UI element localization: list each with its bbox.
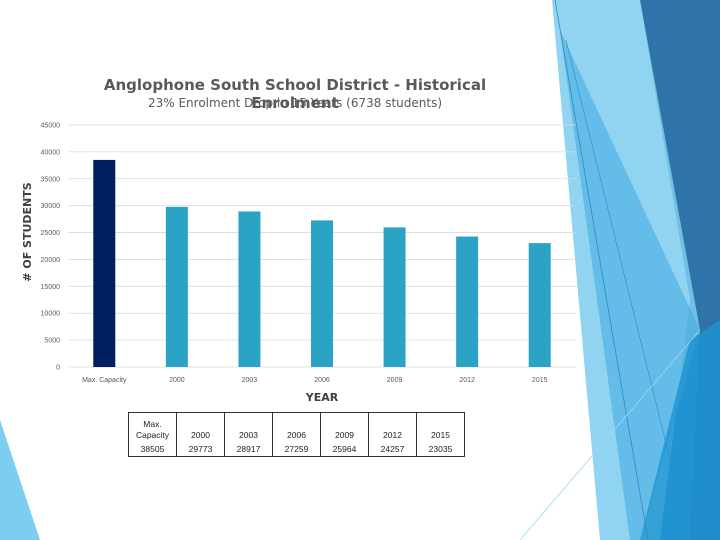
table-value-cell: 25964 xyxy=(320,442,369,457)
decor-shape-bottom-left xyxy=(0,420,40,540)
bar-2009 xyxy=(383,227,406,367)
x-tick-label: 2012 xyxy=(459,377,475,384)
table-header-cell: 2000 xyxy=(176,412,225,442)
table-value-cell: 23035 xyxy=(416,442,465,457)
chart-subtitle: 23% Enrolment Drop in 15 Years (6738 stu… xyxy=(147,96,443,110)
decor-line-1 xyxy=(554,0,649,540)
x-tick-label: 2006 xyxy=(314,377,330,384)
decor-shape-bottom-right xyxy=(640,320,720,540)
bar-2006 xyxy=(311,220,333,367)
y-tick-label: 0 xyxy=(56,365,60,372)
y-tick-label: 20000 xyxy=(41,257,61,264)
table-header-cell: 2006 xyxy=(272,412,321,442)
bar-2012 xyxy=(456,236,479,367)
y-tick-label: 40000 xyxy=(41,149,61,156)
table-value-cell: 28917 xyxy=(224,442,273,457)
table-header-cell: 2012 xyxy=(368,412,417,442)
y-tick-label: 15000 xyxy=(41,284,61,291)
y-tick-label: 25000 xyxy=(41,230,61,237)
chart-title: Anglophone South School District - Histo… xyxy=(103,76,487,112)
y-tick-label: 35000 xyxy=(41,176,61,183)
bars xyxy=(93,159,551,367)
table-value-cell: 29773 xyxy=(176,442,225,457)
table-value-row: 38505 29773 28917 27259 25964 24257 2303… xyxy=(128,442,465,457)
x-tick-label: 2003 xyxy=(242,377,258,384)
bar-2000 xyxy=(165,206,188,367)
y-tick-labels: 0 5000 10000 15000 20000 25000 30000 35000 40000… xyxy=(41,123,61,372)
decor-line-3 xyxy=(519,329,701,540)
x-tick-label: Max. Capacity xyxy=(82,377,127,384)
y-tick-label: 45000 xyxy=(41,123,61,130)
table-value-cell: 38505 xyxy=(128,442,177,457)
x-tick-label: 2015 xyxy=(532,377,548,384)
table-value-cell: 27259 xyxy=(272,442,321,457)
bar-2003 xyxy=(238,211,261,367)
y-axis-label: # OF STUDENTS xyxy=(21,182,34,281)
x-axis-label: YEAR xyxy=(305,391,339,404)
table-value-cell: 24257 xyxy=(368,442,417,457)
decor-line-2 xyxy=(565,39,691,540)
y-tick-label: 10000 xyxy=(41,311,61,318)
table-header-cell: 2003 xyxy=(224,412,273,442)
table-header-cell: 2009 xyxy=(320,412,369,442)
x-tick-label: 2000 xyxy=(169,377,185,384)
table-header-cell: 2015 xyxy=(416,412,465,442)
x-tick-label: 2009 xyxy=(387,377,403,384)
bar-max-capacity xyxy=(93,159,116,367)
data-table: Max. Capacity 2000 2003 2006 2009 2012 2… xyxy=(128,412,465,457)
table-header-cell: Max. Capacity xyxy=(128,412,177,442)
table-header-row: Max. Capacity 2000 2003 2006 2009 2012 2… xyxy=(128,412,465,442)
x-tick-labels: Max. Capacity 2000 2003 2006 2009 2012 2015 xyxy=(82,377,547,384)
y-tick-label: 30000 xyxy=(41,203,61,210)
y-tick-label: 5000 xyxy=(44,338,60,345)
bar-2015 xyxy=(528,243,551,367)
